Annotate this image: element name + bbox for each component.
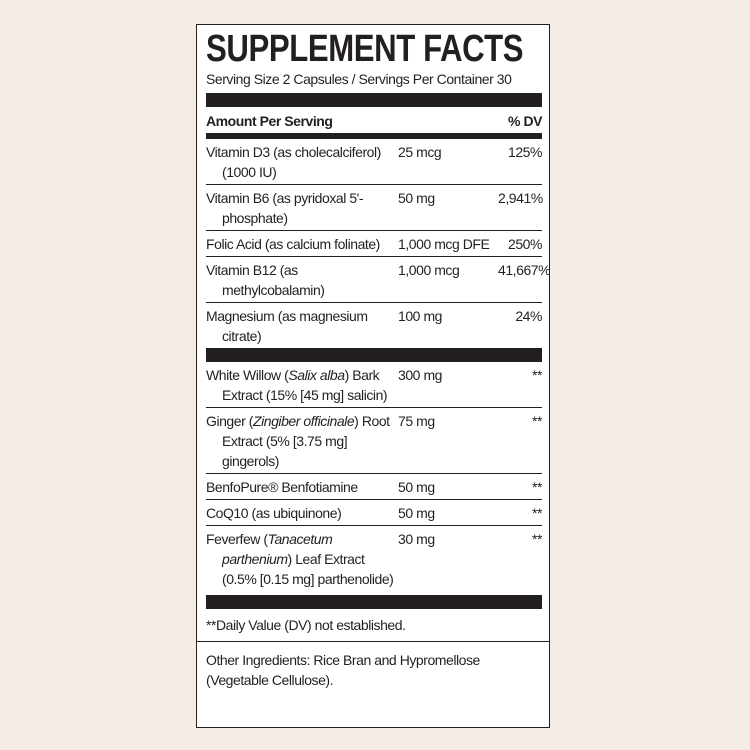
nutrient-row: Feverfew (Tanacetum parthenium) Leaf Ext… — [206, 526, 542, 591]
daily-value: 250% — [507, 236, 542, 252]
nutrient-row: White Willow (Salix alba) Bark Extract (… — [206, 362, 542, 408]
daily-value: ** — [532, 505, 542, 521]
amount: 100 mg — [398, 308, 442, 324]
header-dv: % DV — [508, 113, 542, 129]
amount: 75 mg — [398, 413, 435, 429]
name-part: ) Bark Extract (15% [45 mg] salicin) — [222, 367, 388, 403]
title: SUPPLEMENT FACTS — [206, 28, 524, 70]
divider — [206, 93, 542, 107]
daily-value: ** — [532, 413, 542, 429]
daily-value: ** — [532, 367, 542, 383]
nutrient-name: CoQ10 (as ubiquinone) — [206, 503, 398, 523]
name-part: Vitamin B6 (as pyridoxal 5'-phosphate) — [206, 190, 364, 226]
nutrient-row: Magnesium (as magnesium citrate) 100 mg 24… — [206, 303, 542, 348]
daily-value: 125% — [507, 144, 542, 160]
header-amount: Amount Per Serving — [206, 113, 333, 129]
nutrient-name: Folic Acid (as calcium folinate) — [206, 234, 398, 254]
name-part: Ginger ( — [206, 413, 253, 429]
amount: 300 mg — [398, 367, 442, 383]
divider — [206, 348, 542, 362]
nutrient-name: Vitamin B6 (as pyridoxal 5'-phosphate) — [206, 188, 398, 228]
amount: 25 mcg — [398, 144, 442, 160]
name-part: White Willow ( — [206, 367, 289, 383]
name-part: Tanacetum parthenium — [222, 531, 333, 567]
amount: 50 mg — [398, 505, 435, 521]
daily-value: 2,941% — [498, 190, 543, 206]
name-part: Vitamin B12 (as methylcobalamin) — [206, 262, 325, 298]
nutrient-row: Vitamin B6 (as pyridoxal 5'-phosphate) 50… — [206, 185, 543, 231]
amount: 1,000 mcg DFE — [398, 236, 490, 252]
name-part: CoQ10 (as ubiquinone) — [206, 505, 342, 521]
name-part: ) Leaf Extract (0.5% [0.15 mg] parthenol… — [222, 551, 394, 587]
amount: 50 mg — [398, 190, 435, 206]
name-part: Zingiber officinale — [252, 413, 355, 429]
nutrient-row: Folic Acid (as calcium folinate) 1,000 mc… — [206, 231, 542, 257]
nutrient-name: Vitamin D3 (as cholecalciferol) (1000 IU… — [206, 142, 398, 182]
nutrient-name: White Willow (Salix alba) Bark Extract (… — [206, 365, 398, 405]
name-part: BenfoPure® Benfotiamine — [206, 479, 358, 495]
serving-info: Serving Size 2 Capsules / Servings Per C… — [206, 71, 512, 87]
nutrient-row: Vitamin B12 (as methylcobalamin) 1,000 mc… — [206, 257, 551, 303]
name-part: Magnesium (as magnesium citrate) — [206, 308, 368, 344]
amount: 30 mg — [398, 531, 435, 547]
nutrient-name: Vitamin B12 (as methylcobalamin) — [206, 260, 398, 300]
footnote: **Daily Value (DV) not established. — [197, 609, 549, 642]
amount: 50 mg — [398, 479, 435, 495]
other-ingredients: Other Ingredients: Rice Bran and Hyprome… — [206, 652, 480, 688]
divider — [206, 595, 542, 609]
daily-value: 24% — [515, 308, 542, 324]
nutrient-row: CoQ10 (as ubiquinone) 50 mg ** — [206, 500, 542, 526]
nutrient-row: BenfoPure® Benfotiamine 50 mg ** — [206, 474, 542, 500]
daily-value: ** — [532, 531, 542, 547]
sections: Vitamin D3 (as cholecalciferol) (1000 IU… — [206, 139, 551, 591]
daily-value: ** — [532, 479, 542, 495]
amount: 1,000 mcg — [398, 262, 460, 278]
name-part: Feverfew ( — [206, 531, 268, 547]
name-part: Folic Acid (as calcium folinate) — [206, 236, 380, 252]
facts-panel: SUPPLEMENT FACTS Serving Size 2 Capsules… — [196, 24, 551, 728]
daily-value: 41,667% — [498, 262, 551, 278]
nutrient-row: Vitamin D3 (as cholecalciferol) (1000 IU… — [206, 139, 542, 185]
name-part: Salix alba — [288, 367, 345, 383]
header-row: Amount Per Serving % DV — [206, 107, 542, 133]
nutrient-name: BenfoPure® Benfotiamine — [206, 477, 398, 497]
divider — [206, 133, 542, 139]
name-part: ) Root Extract (5% [3.75 mg] gingerols) — [222, 413, 390, 469]
nutrient-row: Ginger (Zingiber officinale) Root Extrac… — [206, 408, 542, 474]
nutrient-name: Feverfew (Tanacetum parthenium) Leaf Ext… — [206, 529, 398, 589]
nutrient-name: Ginger (Zingiber officinale) Root Extrac… — [206, 411, 398, 471]
name-part: Vitamin D3 (as cholecalciferol) (1000 IU… — [206, 144, 381, 180]
nutrient-name: Magnesium (as magnesium citrate) — [206, 306, 398, 346]
